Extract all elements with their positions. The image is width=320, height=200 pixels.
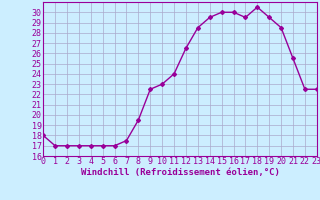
X-axis label: Windchill (Refroidissement éolien,°C): Windchill (Refroidissement éolien,°C) xyxy=(81,168,279,177)
